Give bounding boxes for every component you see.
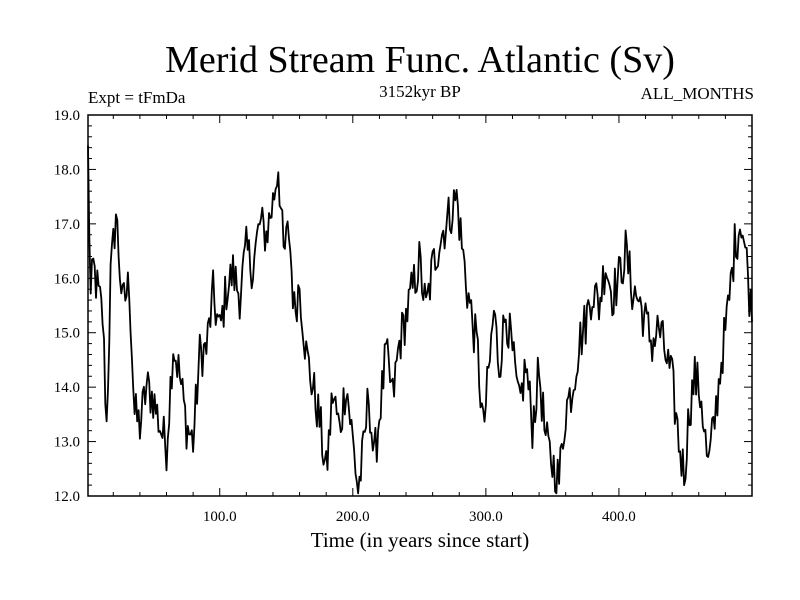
y-tick-label: 16.0 <box>54 271 80 287</box>
x-tick-label: 300.0 <box>469 509 503 525</box>
plot-frame <box>87 114 753 497</box>
experiment-label: Expt = tFmDa <box>88 88 186 107</box>
y-tick-label: 15.0 <box>54 326 80 342</box>
x-axis-label: Time (in years since start) <box>310 528 530 552</box>
series-layer <box>87 145 753 495</box>
y-tick-label: 17.0 <box>54 217 80 233</box>
y-tick-label: 12.0 <box>54 489 80 505</box>
x-tick-label: 100.0 <box>203 509 237 525</box>
y-tick-label: 18.0 <box>54 162 80 178</box>
chart-title: Merid Stream Func. Atlantic (Sv) <box>165 39 675 81</box>
y-tick-label: 13.0 <box>54 435 80 451</box>
series-line <box>87 145 753 495</box>
months-label: ALL_MONTHS <box>640 84 754 103</box>
x-tick-label: 400.0 <box>602 509 636 525</box>
y-tick-label: 19.0 <box>54 108 80 124</box>
time-period-label: 3152kyr BP <box>379 82 461 101</box>
x-tick-label: 200.0 <box>336 509 370 525</box>
axes: 12.0 13.0 14.0 15.0 16.0 17.0 18.0 19.0 100.0 200… <box>54 108 752 525</box>
y-tick-label: 14.0 <box>54 380 80 396</box>
